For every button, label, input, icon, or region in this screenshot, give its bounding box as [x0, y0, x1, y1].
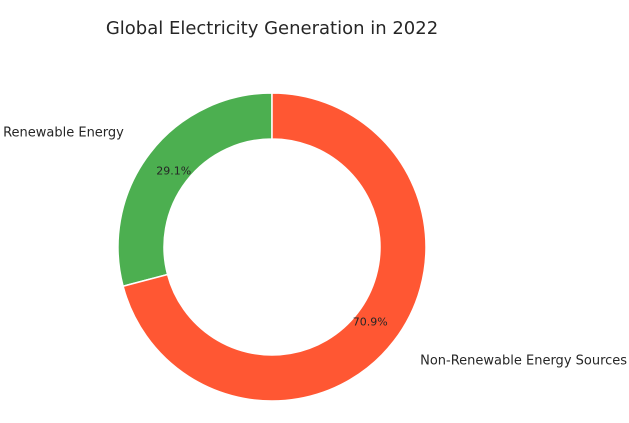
slice-label-0: Renewable Energy	[3, 125, 124, 140]
slice-percent-1: 70.9%	[353, 316, 388, 329]
slice-labels: Renewable Energy 29.1% Non-Renewable Energ…	[3, 125, 627, 368]
slice-label-1: Non-Renewable Energy Sources	[420, 354, 627, 369]
chart-title: Global Electricity Generation in 2022	[106, 18, 438, 39]
donut-slice-renewable-energy	[117, 92, 273, 288]
donut-slices	[117, 92, 427, 402]
donut-slice-non-renewable-energy-sources	[122, 92, 427, 402]
slice-percent-0: 29.1%	[156, 164, 191, 177]
